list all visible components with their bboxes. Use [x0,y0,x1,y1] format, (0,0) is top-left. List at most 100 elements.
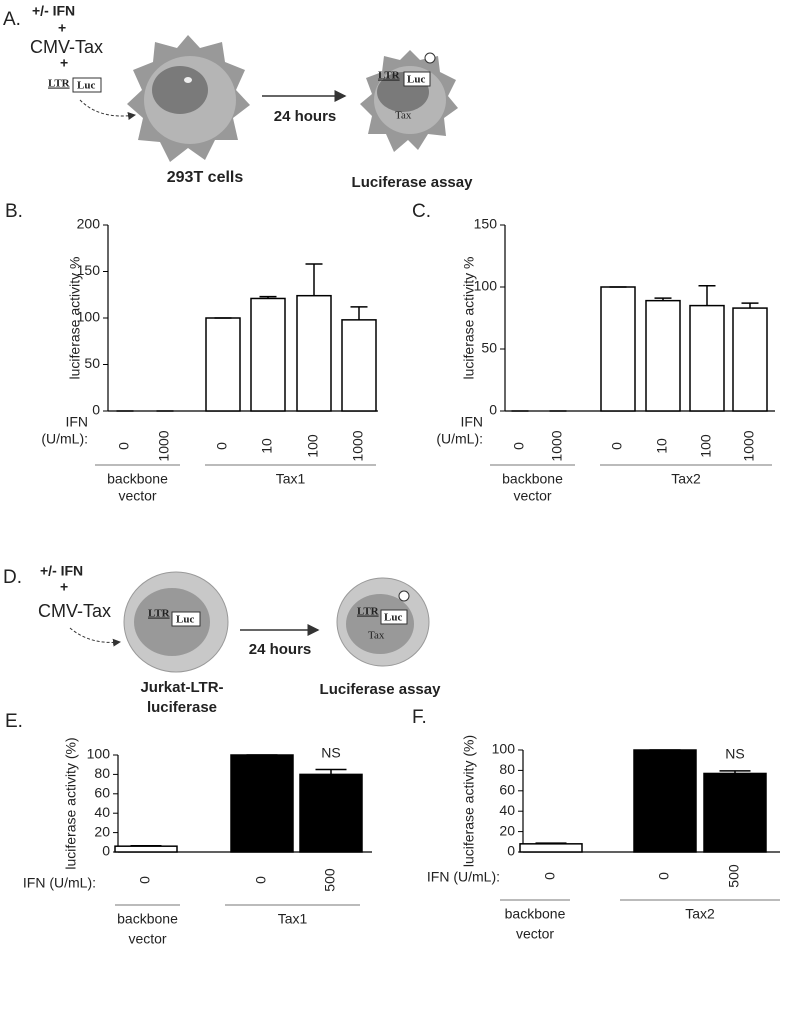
text: Luc [384,612,402,624]
bar [732,307,768,412]
y-axis-label: luciferase activity (%) [63,737,79,869]
diagram-a: A. +/- IFN + CMV-Tax + LTR Luc 24 hours … [3,3,473,191]
text: LTR [378,70,401,82]
text: Luc [176,614,194,626]
y-tick-label: 20 [94,823,110,839]
group-label: Tax2 [671,471,701,487]
text: 24 hours [249,641,312,658]
y-tick-label: 40 [94,804,110,820]
text: +/- IFN [32,3,75,19]
x-tick-label: 10 [654,438,670,454]
panel-label: C. [412,201,431,222]
y-tick-label: 100 [77,309,101,325]
x-tick-label: 0 [542,872,558,880]
panel-label: D. [3,567,22,588]
y-tick-label: 0 [489,402,497,418]
x-tick-label: 0 [214,442,230,450]
x-tick-label: 0 [253,876,269,884]
x-tick-label: 0 [116,442,132,450]
y-tick-label: 100 [474,278,498,294]
text: Luciferase assay [320,681,442,698]
y-tick-label: 0 [507,843,515,859]
bar [600,286,636,412]
y-axis-label: luciferase activity (%) [461,735,477,867]
bar [689,304,725,412]
x-tick-label: 1000 [549,430,565,461]
x-tick-label: 100 [698,434,714,458]
nucleus [346,594,414,654]
text: LTR [148,608,171,620]
y-axis-label: luciferase activity % [67,257,83,380]
y-axis-label: luciferase activity % [461,257,477,380]
highlight [184,77,192,83]
luc-box [403,71,431,87]
bar [633,749,697,853]
annotation: NS [725,746,744,762]
bar [114,845,178,853]
text: + [58,20,66,36]
group-label: Tax1 [278,911,308,927]
y-tick-label: 40 [499,802,515,818]
y-tick-label: 80 [499,761,515,777]
group-label: Tax1 [276,471,306,487]
y-tick-label: 80 [94,765,110,781]
x-prefix: IFN [460,414,483,430]
bar [296,294,332,412]
group-label: backbone [505,906,566,922]
y-tick-label: 20 [499,822,515,838]
group-label: backbone [107,471,168,487]
group-label: backbone [502,471,563,487]
luc-box [380,609,408,625]
text: LTR [48,78,71,90]
x-prefix: IFN [65,414,88,430]
text: LTR [357,606,380,618]
text: luciferase [147,699,217,716]
x-tick-label: 500 [726,864,742,888]
x-tick-label: 1000 [350,430,366,461]
y-tick-label: 50 [84,355,100,371]
bar [703,772,767,853]
x-prefix: IFN (U/mL): [427,869,500,885]
y-tick-label: 100 [492,741,516,757]
text: Luciferase assay [352,174,474,191]
diagram-d: D. +/- IFN + CMV-Tax LTR Luc 24 hours Ju… [3,563,441,716]
panel-label: B. [5,201,23,222]
text: 293T cells [167,169,244,186]
arrow [79,99,136,120]
y-tick-label: 60 [499,782,515,798]
panel-label: E. [5,711,23,732]
light [424,52,436,64]
text: +/- IFN [40,563,83,579]
group-label: backbone [117,911,178,927]
y-tick-label: 0 [102,843,110,859]
group-label: vector [516,926,554,942]
bar [519,843,583,853]
x-tick-label: 0 [137,876,153,884]
x-prefix: (U/mL): [436,431,483,447]
group-label: vector [118,488,156,504]
group-label: Tax2 [685,906,715,922]
annotation: NS [321,744,340,760]
text: 24 hours [274,108,337,125]
light [398,590,410,602]
bar [250,297,286,412]
bar [341,319,377,412]
x-prefix: IFN (U/mL): [23,875,96,891]
text: Luc [407,74,425,86]
bar [645,299,681,412]
bar [205,317,241,412]
group-label: vector [128,931,166,947]
y-tick-label: 0 [92,402,100,418]
text: Tax [395,110,412,122]
y-tick-label: 50 [481,340,497,356]
arrow [69,627,121,647]
text: Jurkat-LTR- [140,679,223,696]
group-label: vector [513,488,551,504]
text: + [60,55,68,71]
x-prefix: (U/mL): [41,431,88,447]
x-tick-label: 1000 [156,430,172,461]
text: + [60,579,68,595]
nucleus [152,66,208,114]
